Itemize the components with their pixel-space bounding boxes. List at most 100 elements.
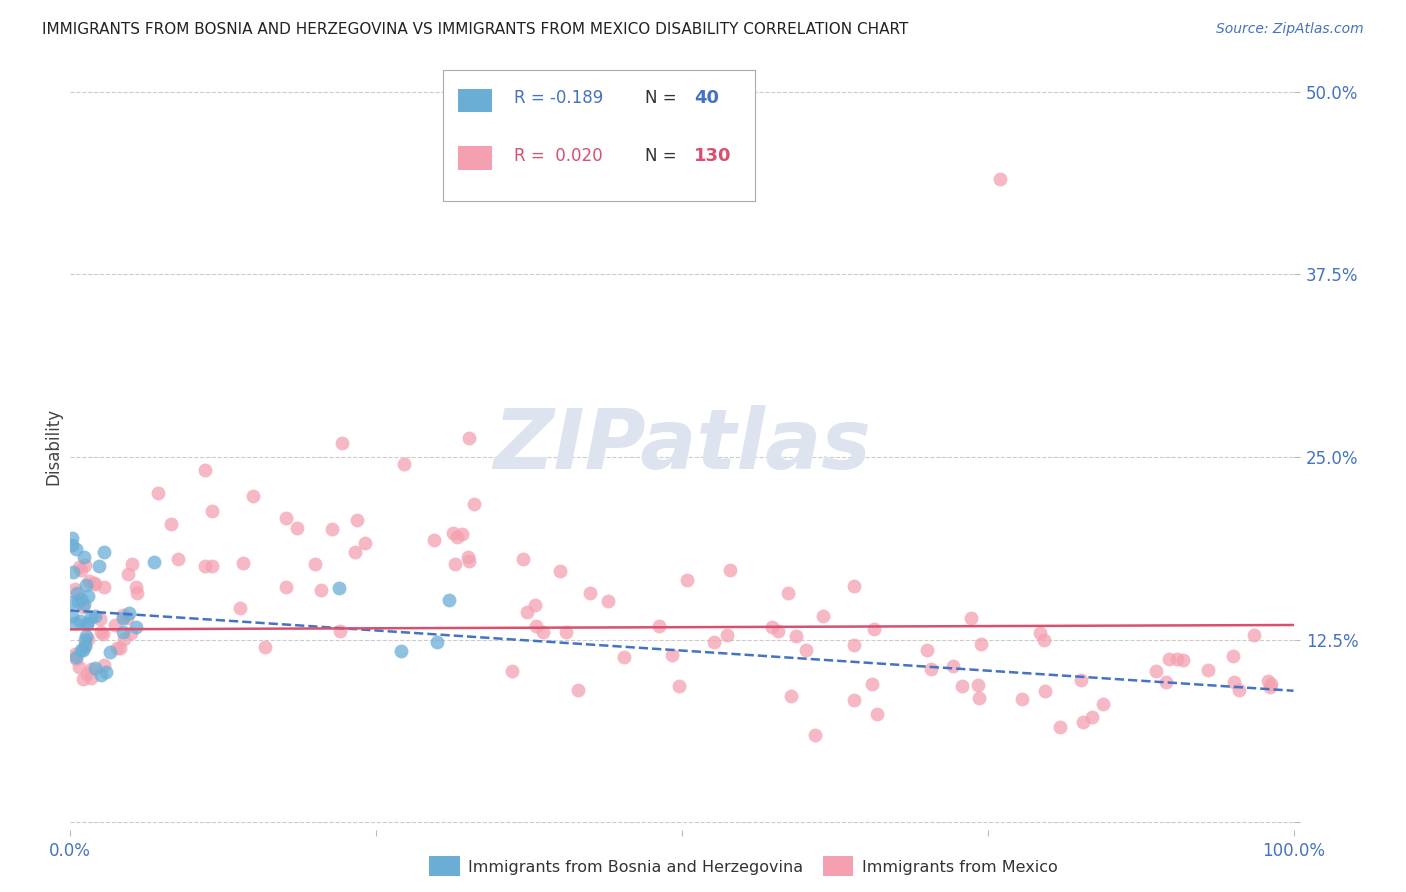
Point <box>60 595 83 609</box>
Point <box>780 689 803 703</box>
Point <box>457 549 479 564</box>
Point <box>942 659 965 673</box>
Point <box>60 538 83 552</box>
Y-axis label: Disability: Disability <box>44 408 62 484</box>
Point <box>598 594 620 608</box>
Point <box>115 611 138 625</box>
Text: 40: 40 <box>695 89 718 108</box>
Point <box>94 665 117 679</box>
Point <box>83 576 105 591</box>
Point <box>98 645 121 659</box>
Point <box>89 611 111 625</box>
Point <box>1166 652 1188 666</box>
Point <box>1227 682 1250 697</box>
Point <box>77 632 100 647</box>
Point <box>83 608 105 623</box>
Point <box>1029 626 1052 640</box>
Point <box>274 511 297 525</box>
Point <box>87 559 110 574</box>
Point <box>675 573 697 587</box>
Point <box>766 624 789 638</box>
Point <box>77 574 100 589</box>
Point <box>329 624 352 638</box>
Point <box>67 560 90 574</box>
Point <box>1222 675 1244 690</box>
Point <box>90 625 112 640</box>
Point <box>104 618 127 632</box>
Point <box>73 550 96 565</box>
Point <box>83 576 105 591</box>
Point <box>285 521 308 535</box>
Point <box>117 567 139 582</box>
Point <box>76 616 98 631</box>
Point <box>703 635 725 649</box>
Point <box>1257 674 1279 689</box>
Point <box>567 682 589 697</box>
Point <box>167 551 190 566</box>
Point <box>79 609 101 624</box>
Point <box>967 678 990 692</box>
Text: IMMIGRANTS FROM BOSNIA AND HERZEGOVINA VS IMMIGRANTS FROM MEXICO DISABILITY CORR: IMMIGRANTS FROM BOSNIA AND HERZEGOVINA V… <box>42 22 908 37</box>
Point <box>1144 664 1167 678</box>
Point <box>343 545 366 559</box>
Point <box>274 580 297 594</box>
Point <box>112 611 135 625</box>
Text: 130: 130 <box>695 147 731 165</box>
Text: N =: N = <box>645 147 676 165</box>
Point <box>1157 652 1180 666</box>
Point <box>75 633 97 648</box>
Point <box>70 563 93 577</box>
Point <box>194 463 217 477</box>
Point <box>648 619 671 633</box>
Point <box>860 676 883 690</box>
Point <box>718 563 741 577</box>
Point <box>76 615 98 630</box>
Point <box>776 586 799 600</box>
Point <box>1260 676 1282 690</box>
Point <box>1032 633 1054 648</box>
Point <box>354 536 377 550</box>
Point <box>65 650 87 665</box>
Point <box>394 457 416 471</box>
Point <box>253 640 276 654</box>
Point <box>76 589 98 603</box>
Point <box>75 578 97 592</box>
Point <box>105 640 128 655</box>
Point <box>844 638 866 652</box>
Point <box>804 728 827 742</box>
Point <box>93 545 115 559</box>
Point <box>73 639 96 653</box>
Point <box>1173 652 1195 666</box>
Point <box>967 691 990 706</box>
Point <box>146 485 169 500</box>
Point <box>72 597 94 611</box>
FancyBboxPatch shape <box>443 70 755 201</box>
Point <box>66 586 89 600</box>
Point <box>668 679 690 693</box>
Point <box>950 679 973 693</box>
Point <box>613 650 636 665</box>
Point <box>988 172 1011 186</box>
Point <box>75 629 97 643</box>
Point <box>75 558 97 573</box>
Point <box>915 642 938 657</box>
Point <box>242 489 264 503</box>
Point <box>125 586 148 600</box>
Point <box>716 627 738 641</box>
Point <box>65 647 87 661</box>
Point <box>516 605 538 619</box>
Point <box>69 642 91 657</box>
Point <box>1033 684 1056 698</box>
Point <box>443 557 465 571</box>
Point <box>65 652 87 666</box>
Point <box>463 497 485 511</box>
Point <box>120 626 142 640</box>
Point <box>794 643 817 657</box>
Point <box>66 595 89 609</box>
Point <box>201 559 224 574</box>
Point <box>389 644 412 658</box>
Point <box>73 638 96 652</box>
Point <box>970 637 993 651</box>
Point <box>555 624 578 639</box>
Point <box>1080 710 1102 724</box>
